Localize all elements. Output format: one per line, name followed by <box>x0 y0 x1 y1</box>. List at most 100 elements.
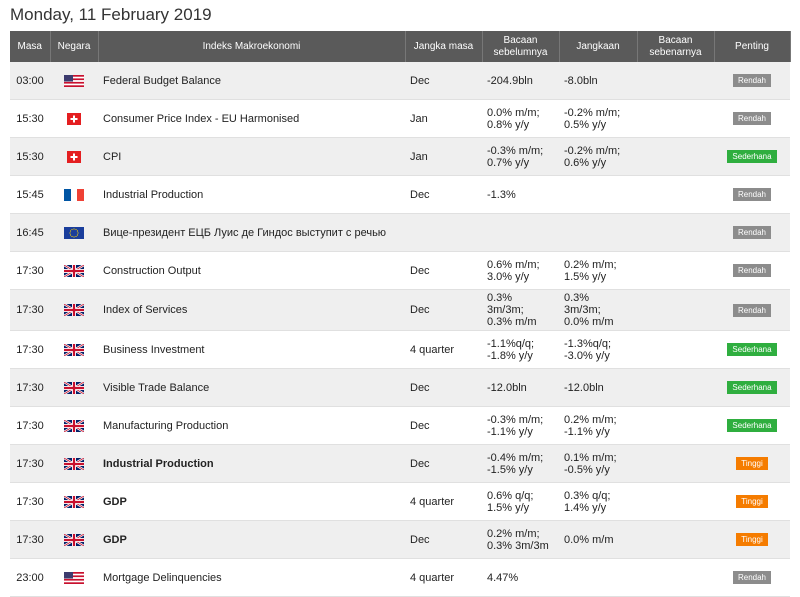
flag-part <box>69 233 72 236</box>
masa-cell: 17:30 <box>10 251 50 290</box>
bacaan-sebelumnya-cell: 0.6% m/m; 3.0% y/y <box>482 251 559 290</box>
bacaan-sebelumnya-cell: -204.9bln <box>482 62 559 100</box>
country-flag <box>63 263 85 278</box>
flag-part <box>64 84 84 87</box>
bacaan-sebenarnya-cell <box>637 99 714 138</box>
importance-cell: Sederhana <box>714 137 790 176</box>
flag-part <box>69 231 71 234</box>
table-row: 17:30 Business Investment 4 quarter -1.1%q/… <box>10 330 790 369</box>
jangkaan-cell: -0.2% m/m; 0.5% y/y <box>559 99 637 138</box>
flag-cell <box>50 99 98 138</box>
flag-part <box>64 571 73 579</box>
column-header: Bacaan sebenarnya <box>637 31 715 62</box>
country-flag <box>63 532 85 547</box>
table-row: 17:30 Industrial Production Dec -0.4% m/m; … <box>10 444 790 483</box>
flag-part <box>70 155 78 158</box>
flag-cell <box>50 289 98 331</box>
bacaan-sebenarnya-cell <box>637 330 714 369</box>
flag-cell <box>50 558 98 597</box>
table-row: 17:30 Construction Output Dec 0.6% m/m; 3.0… <box>10 251 790 290</box>
country-flag <box>64 74 84 87</box>
calendar-table: Masa Negara Indeks Makroekonomi Jangka masa… <box>10 31 791 597</box>
bacaan-sebelumnya-cell: 0.0% m/m; 0.8% y/y <box>482 99 559 138</box>
header-row: Masa Negara Indeks Makroekonomi Jangka masa… <box>10 31 791 62</box>
importance-badge: Rendah <box>732 264 772 277</box>
jangka-masa-cell: Dec <box>405 251 482 290</box>
indeks-cell: Mortgage Delinquencies <box>98 558 405 597</box>
flag-cell <box>50 406 98 445</box>
masa-cell: 17:30 <box>10 482 50 521</box>
jangka-masa-cell: Dec <box>405 175 482 214</box>
flag-part <box>64 226 84 239</box>
jangka-masa-cell: Dec <box>405 368 482 407</box>
flag-part <box>64 457 84 470</box>
table-row: 17:30 Visible Trade Balance Dec -12.0bln -12… <box>10 368 790 407</box>
flag-part <box>70 117 78 120</box>
flag-part <box>71 235 73 237</box>
column-header: Negara <box>50 31 99 62</box>
flag-part <box>76 233 79 236</box>
importance-cell: Rendah <box>714 213 790 252</box>
jangkaan-cell: -12.0bln <box>559 368 637 407</box>
importance-cell: Sederhana <box>714 368 790 407</box>
jangkaan-cell: 0.2% m/m; 1.5% y/y <box>559 251 637 290</box>
bacaan-sebelumnya-cell: -12.0bln <box>482 368 559 407</box>
jangkaan-cell: 0.2% m/m; -1.1% y/y <box>559 406 637 445</box>
indeks-cell: Industrial Production <box>98 444 405 483</box>
indeks-cell: Industrial Production <box>98 175 405 214</box>
bacaan-sebelumnya-cell: 0.6% q/q; 1.5% y/y <box>482 482 559 521</box>
flag-part <box>71 228 73 230</box>
importance-cell: Tinggi <box>714 482 790 521</box>
masa-cell: 17:30 <box>10 330 50 369</box>
country-flag <box>63 303 85 318</box>
table-row: 17:30 Manufacturing Production Dec -0.3% m/… <box>10 406 790 445</box>
bacaan-sebelumnya-cell: -0.3% m/m; -1.1% y/y <box>482 406 559 445</box>
importance-cell: Rendah <box>714 62 790 100</box>
importance-cell: Rendah <box>714 99 790 138</box>
column-header: Indeks Makroekonomi <box>98 31 406 62</box>
flag-part <box>64 533 84 546</box>
column-header: Masa <box>10 31 51 62</box>
importance-badge: Rendah <box>732 112 772 125</box>
table-row: 15:45 Industrial Production Dec -1.3% Rendah <box>10 175 790 214</box>
flag-part <box>77 188 84 201</box>
bacaan-sebenarnya-cell <box>637 558 714 597</box>
jangkaan-cell: 0.1% m/m; -0.5% y/y <box>559 444 637 483</box>
jangka-masa-cell: 4 quarter <box>405 330 482 369</box>
indeks-cell: GDP <box>98 482 405 521</box>
masa-cell: 17:30 <box>10 289 50 331</box>
flag-part <box>75 228 77 230</box>
jangkaan-cell: 0.3% 3m/3m; 0.0% m/m <box>559 289 637 331</box>
country-flag <box>64 571 84 584</box>
indeks-cell: Вице-президент ЕЦБ Луис де Гиндос выступ… <box>98 213 405 252</box>
importance-cell: Sederhana <box>714 330 790 369</box>
importance-cell: Rendah <box>714 175 790 214</box>
jangkaan-cell <box>559 213 637 252</box>
indeks-cell: Construction Output <box>98 251 405 290</box>
bacaan-sebelumnya-cell: -1.3% <box>482 175 559 214</box>
flag-part <box>71 188 77 201</box>
flag-part <box>64 81 84 84</box>
jangka-masa-cell: Dec <box>405 289 482 331</box>
importance-badge: Rendah <box>732 226 772 239</box>
jangka-masa-cell: Dec <box>405 406 482 445</box>
jangkaan-cell <box>559 175 637 214</box>
flag-cell <box>50 175 98 214</box>
masa-cell: 17:30 <box>10 444 50 483</box>
flag-cell <box>50 482 98 521</box>
country-flag <box>63 418 85 433</box>
table-row: 15:30 Consumer Price Index - EU Harmonise… <box>10 99 790 138</box>
flag-cell <box>50 368 98 407</box>
jangka-masa-cell: Dec <box>405 444 482 483</box>
flag-part <box>64 578 84 581</box>
bacaan-sebelumnya-cell: -0.4% m/m; -1.5% y/y <box>482 444 559 483</box>
bacaan-sebenarnya-cell <box>637 62 714 100</box>
flag-part <box>64 419 84 432</box>
bacaan-sebenarnya-cell <box>637 251 714 290</box>
importance-badge: Rendah <box>732 571 772 584</box>
indeks-cell: Federal Budget Balance <box>98 62 405 100</box>
bacaan-sebenarnya-cell <box>637 289 714 331</box>
bacaan-sebelumnya-cell <box>482 213 559 252</box>
indeks-cell: Consumer Price Index - EU Harmonised <box>98 99 405 138</box>
table-body: 03:00 Federal Budget Balance Dec -204.9bln -… <box>10 62 790 597</box>
